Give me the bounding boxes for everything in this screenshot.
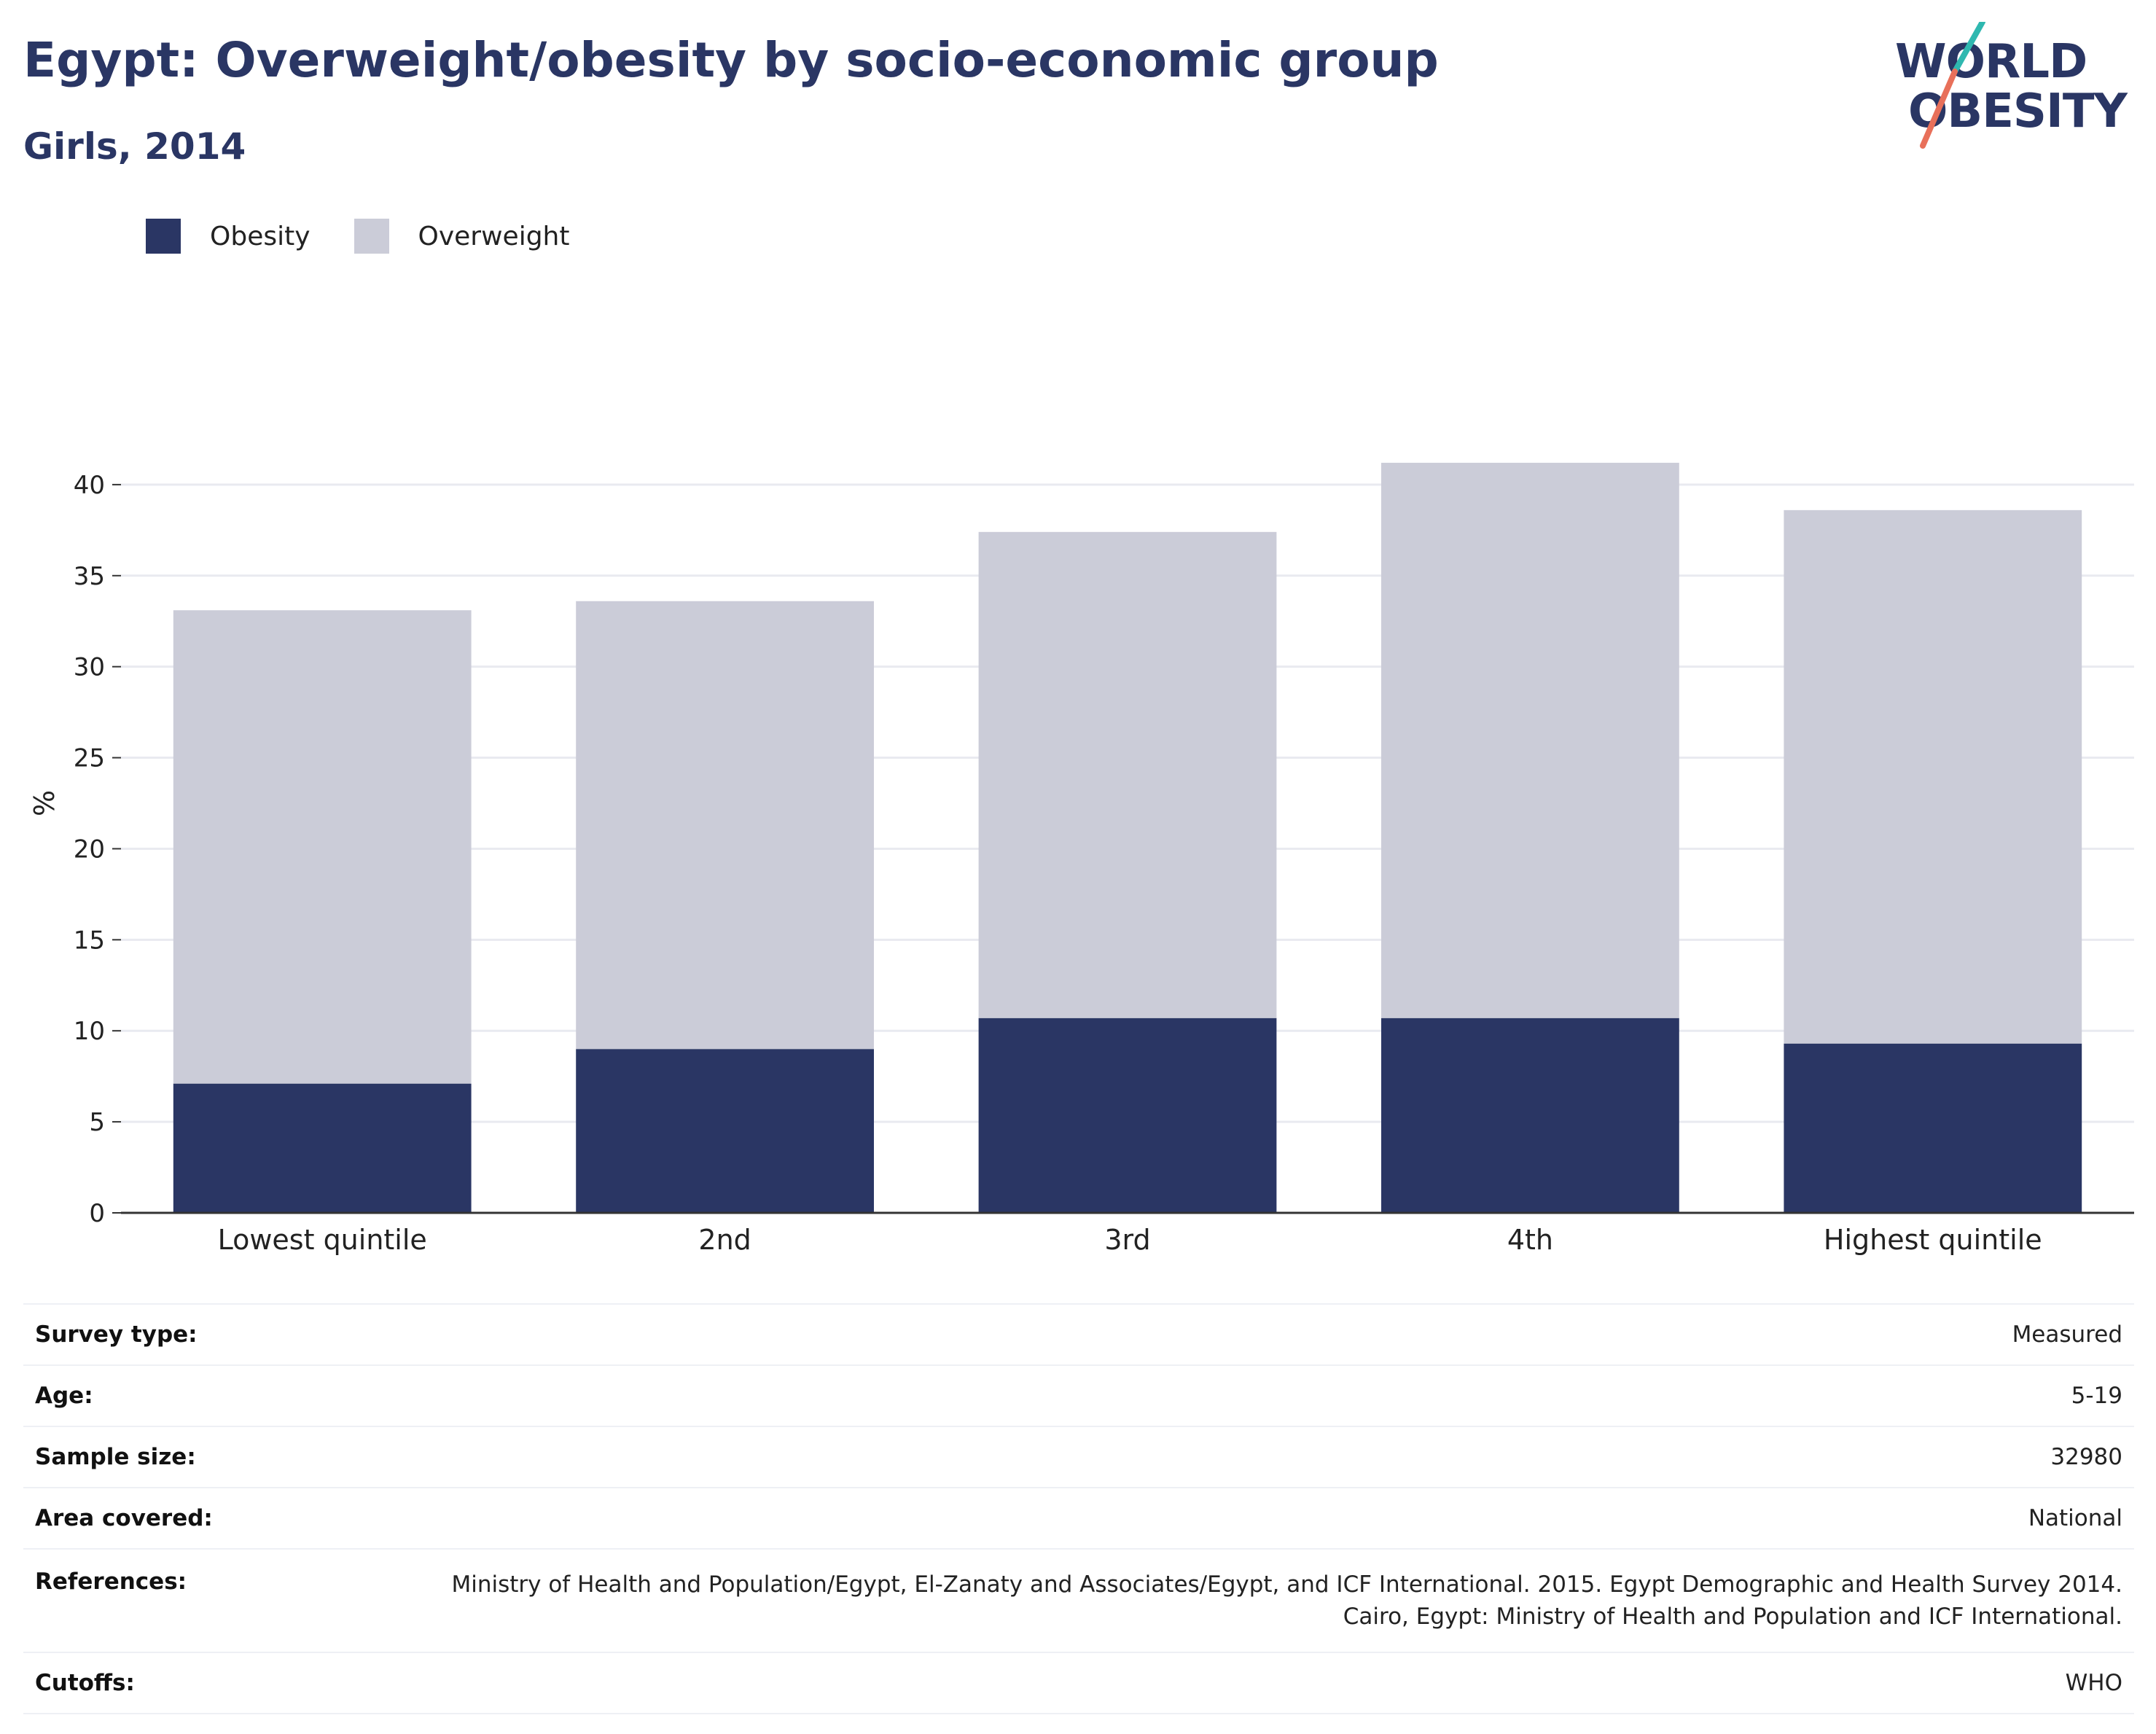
meta-label: Age: bbox=[35, 1383, 93, 1409]
meta-label: Sample size: bbox=[35, 1444, 196, 1470]
x-tick-label: Highest quintile bbox=[1824, 1224, 2042, 1256]
bar-overweight-2 bbox=[978, 531, 1277, 1018]
meta-value: 32980 bbox=[2050, 1444, 2122, 1470]
legend-label-obesity: Obesity bbox=[210, 221, 310, 251]
x-tick-label: 3rd bbox=[1104, 1224, 1150, 1256]
legend-item-overweight[interactable]: Overweight bbox=[354, 219, 570, 254]
y-axis-label: % bbox=[28, 790, 60, 816]
y-tick-label: 40 bbox=[74, 471, 105, 500]
meta-row: Cutoffs: WHO bbox=[23, 1653, 2134, 1714]
bar-obesity-0 bbox=[173, 1083, 472, 1213]
bar-overweight-1 bbox=[576, 601, 874, 1050]
stacked-bar-chart: 0 5 10 15 20 25 30 35 40% Lowest quintile 2nd 3rd 4t… bbox=[28, 462, 2134, 1256]
meta-label: Cutoffs: bbox=[35, 1670, 135, 1696]
y-tick-label: 30 bbox=[74, 653, 105, 682]
meta-row: Area covered: National bbox=[23, 1488, 2134, 1550]
bar-obesity-2 bbox=[978, 1018, 1277, 1213]
bar-overweight-4 bbox=[1784, 509, 2082, 1044]
survey-details-table: Survey type: Measured Age: 5-19 Sample size:… bbox=[23, 1303, 2134, 1714]
x-tick-label: 2nd bbox=[698, 1224, 751, 1256]
world-obesity-logo: WORLD OBESITY bbox=[1895, 22, 2143, 153]
meta-value: National bbox=[2028, 1505, 2122, 1531]
meta-label: References: bbox=[35, 1569, 187, 1595]
y-tick-label: 15 bbox=[74, 926, 105, 955]
meta-value: WHO bbox=[2065, 1670, 2122, 1696]
y-tick-label: 35 bbox=[74, 562, 105, 591]
logo-word-world: WORLD bbox=[1895, 35, 2087, 89]
y-tick-label: 5 bbox=[89, 1108, 105, 1137]
y-tick-label: 0 bbox=[89, 1199, 105, 1228]
legend-item-obesity[interactable]: Obesity bbox=[146, 219, 310, 254]
logo-slash-icon bbox=[1920, 22, 1985, 149]
bar-obesity-3 bbox=[1381, 1018, 1679, 1213]
meta-row: Age: 5-19 bbox=[23, 1366, 2134, 1427]
x-tick-label: Lowest quintile bbox=[218, 1224, 427, 1256]
chart-title: Egypt: Overweight/obesity by socio-econo… bbox=[23, 32, 1439, 88]
meta-label: Survey type: bbox=[35, 1321, 198, 1348]
bar-overweight-0 bbox=[173, 610, 472, 1084]
legend-swatch-obesity bbox=[146, 219, 181, 254]
meta-row: Sample size: 32980 bbox=[23, 1427, 2134, 1488]
y-tick-label: 20 bbox=[74, 835, 105, 864]
legend-swatch-overweight bbox=[354, 219, 389, 254]
meta-row: Survey type: Measured bbox=[23, 1305, 2134, 1366]
bar-obesity-4 bbox=[1784, 1043, 2082, 1213]
bar-overweight-3 bbox=[1381, 462, 1679, 1018]
meta-value: 5-19 bbox=[2071, 1383, 2122, 1409]
bar-obesity-1 bbox=[576, 1049, 874, 1213]
meta-row: References: Ministry of Health and Popula… bbox=[23, 1550, 2134, 1653]
meta-value: Measured bbox=[2012, 1321, 2122, 1348]
legend-label-overweight: Overweight bbox=[418, 221, 570, 251]
chart-legend: Obesity Overweight bbox=[146, 219, 613, 254]
meta-label: Area covered: bbox=[35, 1505, 213, 1531]
chart-subtitle: Girls, 2014 bbox=[23, 125, 246, 168]
y-tick-label: 10 bbox=[74, 1017, 105, 1046]
meta-value: Ministry of Health and Population/Egypt,… bbox=[451, 1571, 2122, 1630]
x-tick-label: 4th bbox=[1507, 1224, 1553, 1256]
y-tick-label: 25 bbox=[74, 744, 105, 773]
